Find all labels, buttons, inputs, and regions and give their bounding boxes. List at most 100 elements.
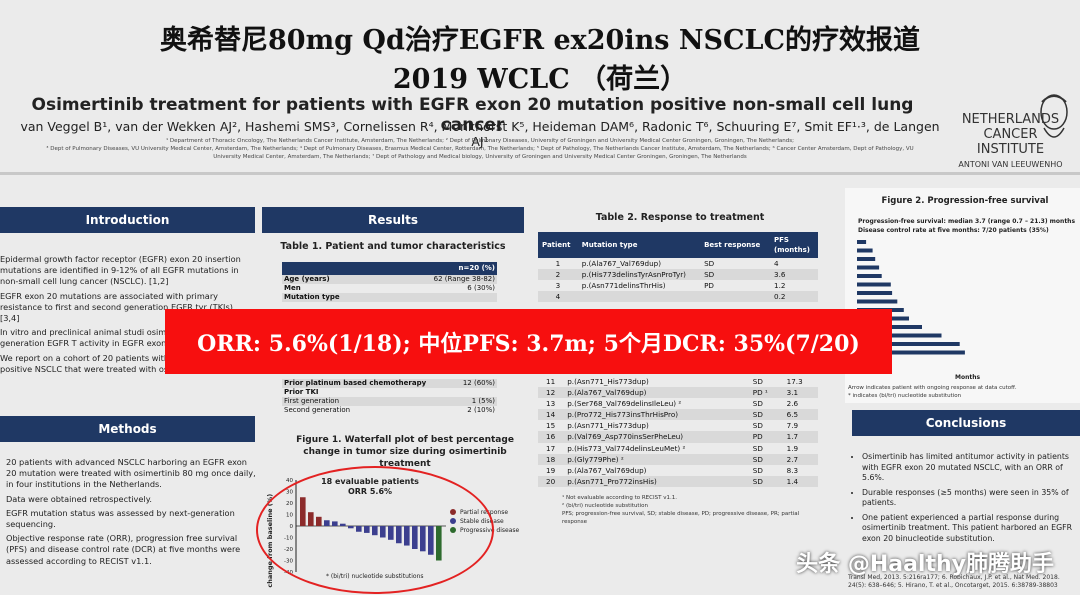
table2-cell: p.(Asn771delinsThrHis) bbox=[581, 281, 666, 291]
pfs-bar bbox=[857, 240, 867, 244]
figure2-title: Figure 2. Progression-free survival bbox=[881, 196, 1049, 206]
table2-cell: 11 bbox=[546, 377, 556, 386]
table2-footnotes: ¹ Not evaluable according to RECIST v1.1… bbox=[562, 494, 812, 526]
conclusion-item: One patient experienced a partial respon… bbox=[862, 513, 1078, 545]
table2-cell: p.(Ala767_Val769dup) bbox=[567, 465, 647, 475]
table-row: 11 p.(Asn771_His773dup) SD 17.3 bbox=[538, 376, 818, 387]
table2-cell: 4 bbox=[538, 291, 578, 303]
table2-cell: p.(Ala767_Val769dup) bbox=[563, 387, 749, 399]
figure2-pfs-line: Progression-free survival: median 3.7 (r… bbox=[858, 218, 1076, 225]
table1-bottom: Prior platinum based chemotherapy 12 (60%… bbox=[282, 379, 497, 415]
table2-top-body: 1 p.(Ala767_Val769dup) SD 4 2 p.(His773delins… bbox=[538, 258, 818, 303]
table2-cell: 18 bbox=[538, 453, 564, 465]
introduction-heading: Introduction bbox=[0, 207, 255, 233]
figure2-note: Arrow indicates patient with ongoing res… bbox=[848, 385, 1017, 391]
table2-cell: SD bbox=[704, 259, 715, 268]
table1-title: Table 1. Patient and tumor characteristi… bbox=[280, 241, 506, 252]
table2-cell: 2 bbox=[538, 269, 578, 281]
chinese-title-line2: 2019 WCLC （荷兰） bbox=[392, 64, 688, 95]
table2-cell: 3.6 bbox=[770, 269, 818, 281]
table2-cell: 6.5 bbox=[782, 409, 818, 421]
figure2-x-label: Months bbox=[955, 374, 981, 381]
table-row: 13 p.(Ser768_Val769delinsIleLeu) ² SD 2.6 bbox=[538, 398, 818, 409]
table2-cell: PD bbox=[704, 281, 714, 291]
conclusions-heading: Conclusions bbox=[852, 410, 1080, 436]
table2-footnote: ¹ Not evaluable according to RECIST v1.1… bbox=[562, 495, 677, 501]
summary-overlay-banner: ORR: 5.6%(1/18); 中位PFS: 3.7m; 5个月DCR: 35… bbox=[165, 309, 892, 374]
pfs-bar bbox=[857, 265, 880, 270]
intro-paragraph: In vitro and preclinical animal studi os… bbox=[0, 327, 253, 349]
table-row: 18 p.(Gly779Phe) ² SD 2.7 bbox=[538, 453, 818, 465]
pfs-bar bbox=[857, 291, 893, 295]
table2-header: Best response bbox=[700, 232, 770, 258]
table2-cell: SD bbox=[748, 475, 783, 487]
table2-cell: p.(Ser768_Val769delinsIleLeu) ² bbox=[567, 399, 682, 409]
table2-cell: 2.6 bbox=[786, 399, 799, 409]
table2-cell: SD bbox=[700, 269, 770, 281]
table2-cell: SD bbox=[752, 399, 763, 409]
table-row: 20 p.(Asn771_Pro772insHis) SD 1.4 bbox=[538, 475, 818, 487]
table2-cell bbox=[700, 291, 770, 303]
pfs-bar bbox=[857, 299, 898, 304]
table1-cell: 62 (Range 38-82) bbox=[384, 275, 497, 284]
logo-line3: INSTITUTE bbox=[976, 142, 1045, 157]
table2-cell: p.(His773delinsTyrAsnProTyr) bbox=[577, 269, 701, 281]
results-heading: Results bbox=[262, 207, 524, 233]
table-row: 16 p.(Val769_Asp770insSerPheLeu) PD 1.7 bbox=[538, 431, 818, 443]
table2-cell: p.(Gly779Phe) ² bbox=[563, 453, 749, 465]
pfs-bar bbox=[857, 282, 891, 287]
pfs-bar bbox=[857, 333, 942, 338]
conclusions-body: Osimertinib has limited antitumor activi… bbox=[852, 452, 1078, 548]
pfs-bar bbox=[857, 350, 965, 355]
table2-cell bbox=[577, 291, 701, 303]
table2-footnote: PFS; progression-free survival, SD; stab… bbox=[562, 511, 800, 525]
table2-cell: 17.3 bbox=[786, 377, 803, 386]
table2-header: PFS (months) bbox=[770, 232, 818, 258]
table-row: 17 p.(His773_Val774delinsLeuMet) ² SD 1.9 bbox=[538, 443, 818, 454]
table2-cell: PD bbox=[748, 431, 783, 443]
table2-cell: 1.9 bbox=[786, 443, 799, 453]
table2-bottom: 11 p.(Asn771_His773dup) SD 17.3 12 p.(Ala767_… bbox=[538, 376, 818, 487]
affiliations-line1: ¹ Department of Thoracic Oncology, The N… bbox=[165, 138, 795, 144]
watermark: 头条 @Haalthy肺腾助手 bbox=[796, 552, 1054, 577]
table2-footnote: ² (bi/tri) nucleotide substitution bbox=[562, 503, 648, 509]
table-row: 15 p.(Asn771_His773dup) SD 7.9 bbox=[538, 420, 818, 431]
table2-cell: 19 bbox=[546, 465, 556, 475]
table1-cell: 12 (60%) bbox=[454, 379, 497, 388]
table1-cell: First generation bbox=[282, 397, 455, 406]
logo-line1: NETHERLANDS bbox=[961, 112, 1060, 127]
table2-cell: 7.9 bbox=[786, 421, 799, 431]
table2-cell: 3.1 bbox=[782, 387, 818, 399]
figure1-title: Figure 1. Waterfall plot of best percent… bbox=[296, 435, 514, 469]
table2-cell: SD bbox=[752, 421, 763, 431]
pfs-bar bbox=[857, 342, 960, 346]
table1-cell: 1 (5%) bbox=[454, 397, 497, 406]
table1: n=20 (%) Age (years) 62 (Range 38-82) Men… bbox=[282, 262, 497, 302]
table1-cell: 6 (30%) bbox=[467, 284, 495, 292]
table1-cell: Prior platinum based chemotherapy bbox=[282, 379, 455, 388]
intro-paragraph: We report on a cohort of 20 patients wit… bbox=[0, 352, 245, 374]
table2-cell: SD bbox=[752, 377, 763, 386]
table2-cell: p.(His773_Val774delinsLeuMet) ² bbox=[567, 443, 686, 453]
table2-header: Mutation type bbox=[577, 232, 701, 258]
logo-line4: ANTONI VAN LEEUWENHO bbox=[958, 160, 1063, 169]
table2-cell: 8.3 bbox=[786, 465, 799, 475]
intro-paragraph: EGFR exon 20 mutations are associated wi… bbox=[0, 290, 236, 324]
table2-cell: 2.7 bbox=[782, 453, 818, 465]
methods-paragraph: 20 patients with advanced NSCLC harborin… bbox=[6, 457, 256, 490]
table1-cell: 2 (10%) bbox=[467, 406, 495, 414]
table2-cell: 1.2 bbox=[774, 281, 786, 291]
table2-cell: PD ¹ bbox=[748, 387, 783, 399]
table2-cell: SD bbox=[748, 409, 783, 421]
portrait-logo-icon bbox=[1040, 94, 1068, 138]
nki-logo: NETHERLANDS CANCER INSTITUTE ANTONI VAN … bbox=[943, 112, 1078, 172]
reference-line: Transl Med, 2013. 5:216ra177; 6. Robicha… bbox=[848, 574, 1060, 581]
waterfall-tick-label: 40 bbox=[286, 478, 293, 484]
introduction-body: Epidermal growth factor receptor (EGFR) … bbox=[0, 254, 255, 375]
conclusions-list: Osimertinib has limited antitumor activi… bbox=[852, 452, 1078, 544]
header-divider bbox=[0, 172, 1080, 175]
summary-overlay-text: ORR: 5.6%(1/18); 中位PFS: 3.7m; 5个月DCR: 35… bbox=[197, 330, 860, 357]
poster-title: Osimertinib treatment for patients with … bbox=[31, 95, 914, 135]
table-row: 2 p.(His773delinsTyrAsnProTyr) SD 3.6 bbox=[538, 269, 818, 281]
highlight-ellipse bbox=[256, 466, 494, 594]
